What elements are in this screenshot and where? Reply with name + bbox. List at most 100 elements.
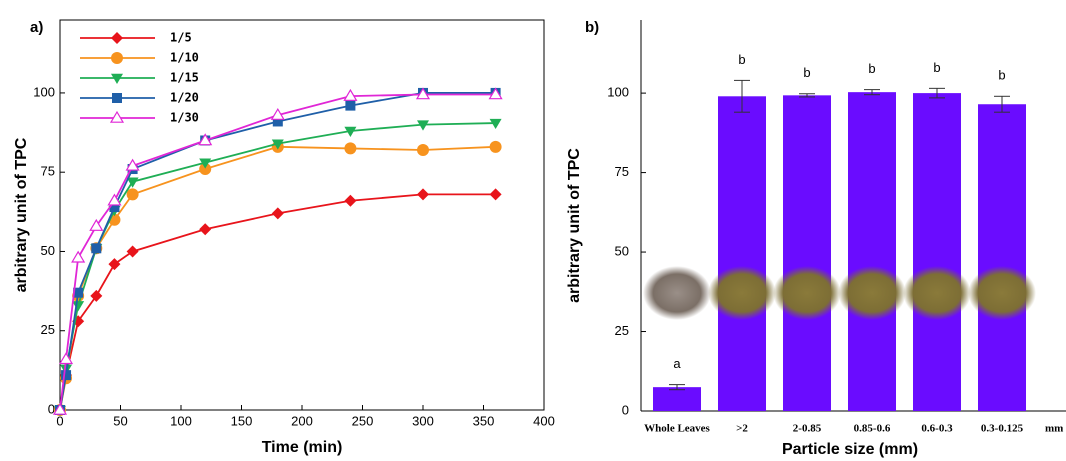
x-tick-label: >2 <box>736 423 748 435</box>
marker <box>344 142 357 155</box>
marker <box>126 177 139 188</box>
marker <box>107 193 122 206</box>
x-tick-label: 0.85-0.6 <box>854 423 891 435</box>
marker <box>109 110 125 123</box>
y-tick-label: 25 <box>41 322 55 337</box>
y-tick-label: 75 <box>41 164 55 179</box>
x-tick-label: 0 <box>56 413 63 428</box>
series-line <box>59 193 496 411</box>
marker <box>488 87 503 100</box>
marker <box>272 116 283 127</box>
y-axis-label: arbitrary unit of TPC <box>566 148 583 303</box>
marker <box>489 140 502 153</box>
legend-label: 1/15 <box>170 71 199 85</box>
marker <box>417 144 429 156</box>
marker <box>271 139 284 150</box>
marker <box>111 32 123 44</box>
x-tick-label: 300 <box>412 413 434 428</box>
leaf-image <box>773 266 841 320</box>
x-axis-label: Time (min) <box>262 439 343 456</box>
series-line <box>59 122 496 411</box>
legend-label: 1/5 <box>170 31 192 45</box>
marker <box>52 402 68 415</box>
x-tick-label: 2-0.85 <box>793 423 822 435</box>
x-unit-label: mm <box>1045 423 1063 435</box>
x-tick-label: 0.6-0.3 <box>921 423 953 435</box>
error-bar <box>864 89 880 96</box>
marker <box>71 250 86 263</box>
marker <box>109 202 120 213</box>
leaf-image <box>643 266 711 320</box>
bar <box>783 95 831 412</box>
x-tick-label: 350 <box>473 413 495 428</box>
marker <box>199 158 212 169</box>
legend-label: 1/10 <box>170 51 199 65</box>
x-tick-label: Whole Leaves <box>644 423 710 435</box>
y-tick-label: 100 <box>33 84 55 99</box>
marker <box>73 287 84 298</box>
error-bar <box>994 95 1010 113</box>
bar <box>848 92 896 412</box>
marker <box>417 188 429 201</box>
bar <box>978 104 1026 411</box>
group-letter: b <box>868 61 875 76</box>
error-bar <box>734 79 750 113</box>
marker <box>111 52 123 64</box>
group-letter: b <box>998 68 1005 83</box>
marker <box>343 88 358 101</box>
x-tick-label: 400 <box>533 413 555 428</box>
y-tick-label: 50 <box>615 243 629 258</box>
marker <box>59 352 74 365</box>
group-letter: a <box>673 356 681 371</box>
x-tick-label: 150 <box>231 413 253 428</box>
marker <box>489 188 502 201</box>
bar <box>913 93 961 411</box>
group-letter: b <box>803 65 810 80</box>
legend-label: 1/30 <box>170 111 199 125</box>
marker <box>415 87 431 100</box>
x-tick-label: 250 <box>352 413 374 428</box>
y-tick-label: 25 <box>615 323 629 338</box>
marker <box>112 93 122 103</box>
leaf-image <box>708 266 776 320</box>
marker <box>198 133 213 146</box>
marker <box>91 243 102 254</box>
legend-label: 1/20 <box>170 91 199 105</box>
marker <box>126 245 139 258</box>
marker <box>89 218 104 231</box>
panel-label: b) <box>585 19 599 36</box>
y-axis-label: arbitrary unit of TPC <box>13 137 30 292</box>
error-bar <box>799 93 815 98</box>
y-tick-label: 100 <box>607 85 629 100</box>
marker <box>344 126 357 137</box>
marker <box>199 163 212 176</box>
marker <box>417 120 429 131</box>
leaf-image <box>838 266 906 320</box>
x-tick-label: 50 <box>113 413 127 428</box>
y-tick-label: 0 <box>622 402 629 417</box>
marker <box>72 301 85 312</box>
x-axis-label: Particle size (mm) <box>782 441 918 458</box>
marker <box>271 207 284 220</box>
marker <box>126 188 139 201</box>
marker <box>125 158 140 171</box>
leaf-image <box>968 266 1036 320</box>
marker <box>108 258 121 271</box>
marker <box>489 118 502 130</box>
marker <box>270 107 285 120</box>
marker <box>345 100 356 111</box>
marker <box>111 73 123 84</box>
error-bar <box>669 384 685 391</box>
y-tick-label: 0 <box>48 401 55 416</box>
bar <box>718 96 766 411</box>
group-letter: b <box>933 60 940 75</box>
bar <box>653 387 701 411</box>
y-tick-label: 50 <box>41 243 55 258</box>
panel-label: a) <box>30 19 43 36</box>
marker <box>344 194 357 207</box>
x-tick-label: 0.3-0.125 <box>981 423 1024 435</box>
group-letter: b <box>738 52 745 67</box>
marker <box>61 370 72 381</box>
marker <box>199 223 212 236</box>
